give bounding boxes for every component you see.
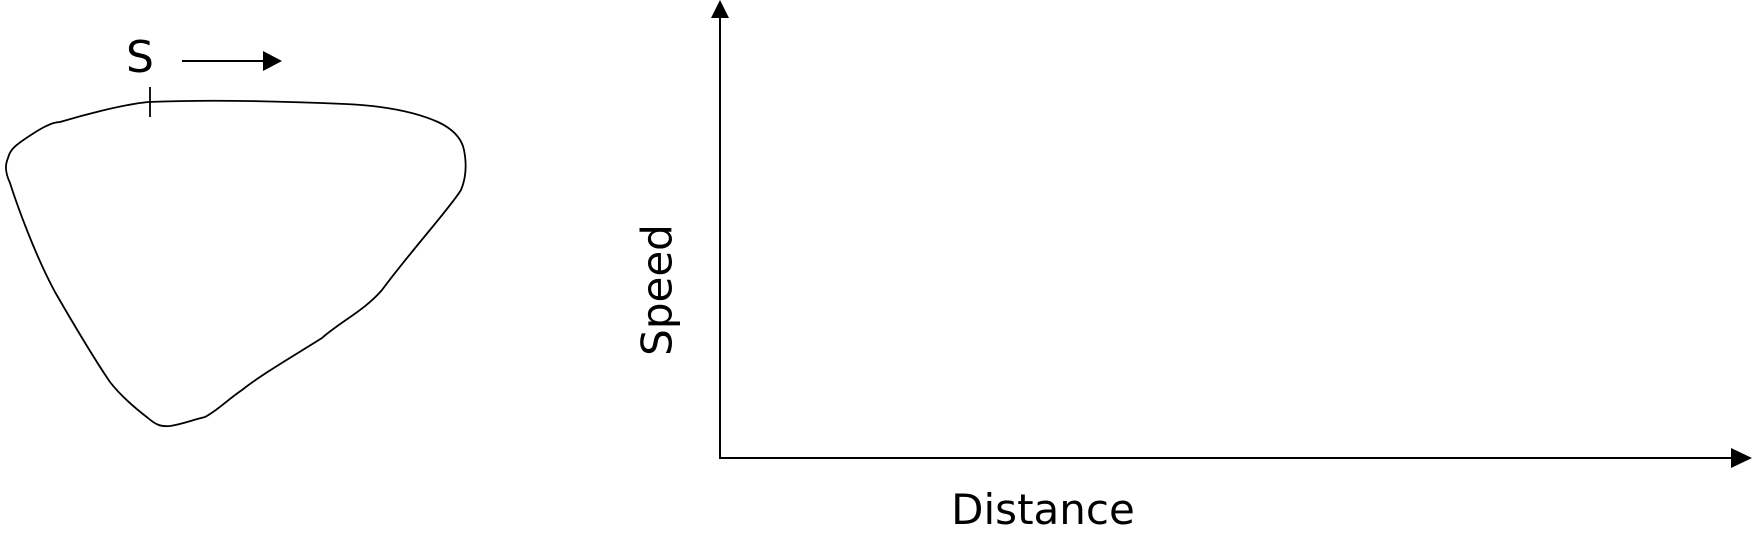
track-diagram: S (5, 32, 467, 428)
y-axis-arrowhead-icon (711, 0, 729, 18)
track-outline (5, 99, 467, 428)
y-axis-label: Speed (633, 224, 682, 356)
start-label: S (126, 32, 154, 83)
direction-arrow-icon (182, 51, 282, 71)
speed-distance-axes: Speed Distance (633, 0, 1752, 534)
x-axis-label: Distance (951, 485, 1135, 534)
x-axis-arrowhead-icon (1731, 448, 1752, 468)
